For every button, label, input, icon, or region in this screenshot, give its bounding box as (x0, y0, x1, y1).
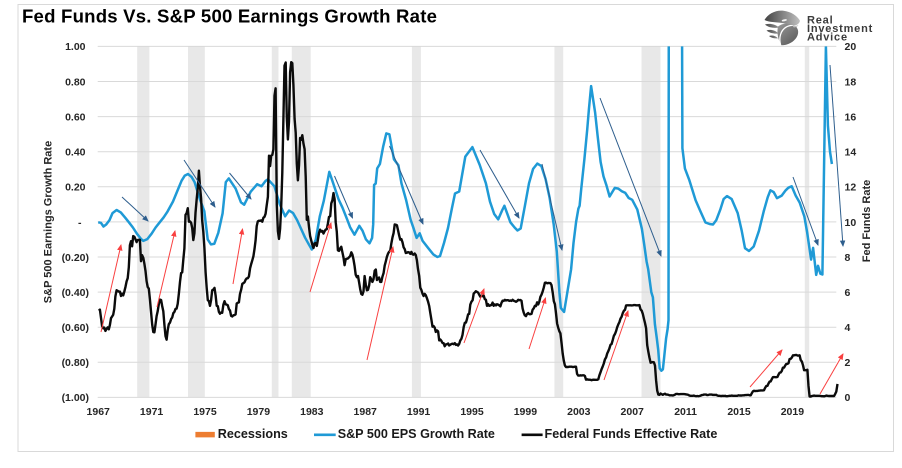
svg-text:6: 6 (845, 287, 851, 299)
svg-text:0.20: 0.20 (65, 182, 86, 194)
svg-text:1987: 1987 (354, 406, 378, 418)
svg-text:2019: 2019 (781, 406, 805, 418)
svg-text:Fed Funds Vs. S&P 500 Earnings: Fed Funds Vs. S&P 500 Earnings Growth Ra… (22, 5, 437, 26)
svg-text:0: 0 (845, 392, 851, 404)
svg-text:Investment: Investment (807, 23, 873, 35)
svg-text:1967: 1967 (87, 406, 111, 418)
svg-text:-: - (78, 217, 82, 229)
svg-text:18: 18 (845, 76, 857, 88)
svg-text:1983: 1983 (300, 406, 324, 418)
svg-text:16: 16 (845, 111, 857, 123)
svg-text:2003: 2003 (567, 406, 591, 418)
svg-text:S&P 500 EPS Growth Rate: S&P 500 EPS Growth Rate (338, 427, 495, 441)
svg-text:8: 8 (845, 252, 851, 264)
svg-text:1971: 1971 (140, 406, 164, 418)
svg-text:20: 20 (845, 41, 857, 53)
svg-text:1991: 1991 (407, 406, 431, 418)
svg-text:S&P 500 Earnings Growth Rate: S&P 500 Earnings Growth Rate (43, 141, 55, 303)
svg-text:1995: 1995 (460, 406, 484, 418)
svg-text:(0.80): (0.80) (62, 357, 89, 369)
svg-text:(0.20): (0.20) (62, 252, 89, 264)
svg-text:0.40: 0.40 (65, 147, 86, 159)
svg-text:1999: 1999 (514, 406, 538, 418)
svg-text:(0.60): (0.60) (62, 322, 89, 334)
svg-text:10: 10 (845, 217, 857, 229)
svg-text:Federal Funds Effective Rate: Federal Funds Effective Rate (545, 427, 718, 441)
svg-text:Fed Funds Rate: Fed Funds Rate (861, 180, 873, 263)
svg-text:1.00: 1.00 (65, 41, 86, 53)
svg-text:Recessions: Recessions (218, 427, 288, 441)
svg-text:2015: 2015 (727, 406, 751, 418)
svg-text:12: 12 (845, 182, 857, 194)
svg-text:4: 4 (845, 322, 851, 334)
svg-text:0.60: 0.60 (65, 111, 86, 123)
svg-text:2011: 2011 (674, 406, 697, 418)
svg-text:(0.40): (0.40) (62, 287, 89, 299)
svg-text:2: 2 (845, 357, 851, 369)
svg-text:Real: Real (807, 14, 833, 26)
svg-text:(1.00): (1.00) (62, 392, 89, 404)
svg-text:14: 14 (845, 147, 857, 159)
svg-text:2007: 2007 (621, 406, 645, 418)
svg-text:1979: 1979 (247, 406, 271, 418)
svg-text:Advice: Advice (807, 32, 848, 44)
svg-text:0.80: 0.80 (65, 76, 86, 88)
svg-text:1975: 1975 (193, 406, 217, 418)
